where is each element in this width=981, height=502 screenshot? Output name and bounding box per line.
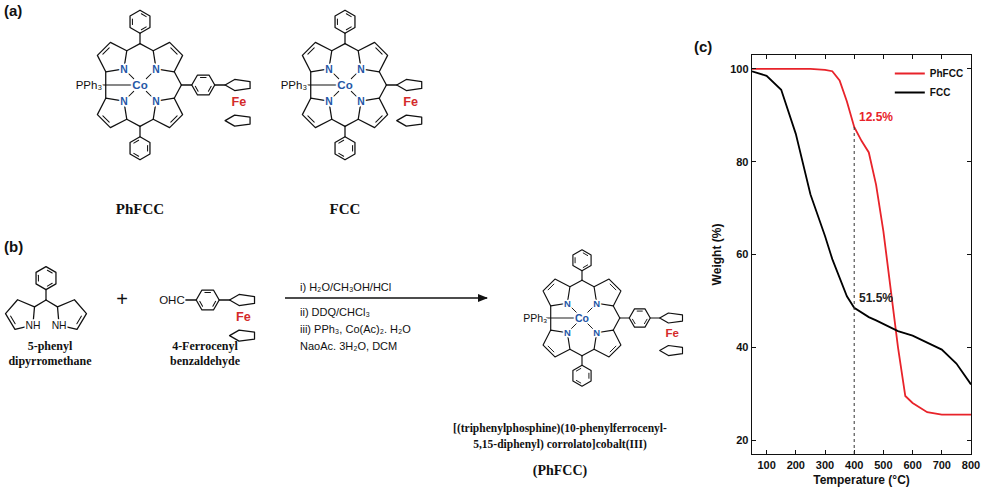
svg-text:Fe: Fe (403, 95, 418, 109)
svg-text:N: N (120, 96, 127, 107)
svg-text:Co: Co (132, 79, 147, 91)
html-text:(c): (c) (694, 38, 713, 55)
svg-text:800: 800 (962, 459, 980, 471)
svg-text:100: 100 (757, 459, 775, 471)
svg-text:4-Ferrocenyl: 4-Ferrocenyl (172, 339, 238, 353)
svg-text:5-phenyl: 5-phenyl (28, 339, 73, 353)
svg-text:Weight (%): Weight (%) (710, 224, 724, 286)
svg-text:200: 200 (787, 459, 805, 471)
svg-text:Co: Co (575, 312, 589, 324)
svg-text:Fe: Fe (232, 95, 247, 109)
svg-text:PhFCC: PhFCC (116, 201, 164, 217)
svg-text:dipyrromethane: dipyrromethane (8, 354, 92, 368)
svg-text:NaoAc. 3H₂O, DCM: NaoAc. 3H₂O, DCM (300, 340, 397, 352)
svg-text:PPh₃: PPh₃ (281, 79, 308, 91)
svg-text:FCC: FCC (330, 201, 361, 217)
svg-text:51.5%: 51.5% (859, 291, 893, 305)
svg-text:20: 20 (736, 434, 748, 446)
svg-text:5,15-diphenyl) corrolato]cobal: 5,15-diphenyl) corrolato]cobalt(III) (473, 438, 647, 451)
svg-text:Fe: Fe (236, 310, 251, 324)
svg-text:40: 40 (736, 341, 748, 353)
svg-text:Fe: Fe (666, 327, 680, 339)
svg-text:500: 500 (874, 459, 892, 471)
svg-text:N: N (325, 96, 332, 107)
svg-text:PPh₃: PPh₃ (76, 79, 103, 91)
svg-text:N: N (593, 298, 600, 309)
svg-text:(b): (b) (4, 238, 23, 255)
svg-text:600: 600 (903, 459, 921, 471)
svg-text:400: 400 (845, 459, 863, 471)
svg-text:benzaldehyde: benzaldehyde (170, 354, 241, 368)
svg-text:PhFCC: PhFCC (930, 68, 963, 79)
svg-text:80: 80 (736, 156, 748, 168)
svg-text:Co: Co (337, 79, 352, 91)
svg-text:(PhFCC): (PhFCC) (533, 463, 588, 479)
svg-text:ii) DDQ/CHCl₃: ii) DDQ/CHCl₃ (300, 306, 370, 318)
svg-text:iii) PPh₃, Co(Ac)₂. H₂O: iii) PPh₃, Co(Ac)₂. H₂O (300, 323, 411, 335)
svg-text:N: N (357, 64, 364, 75)
svg-text:i) H₂O/CH₃OH/HCl: i) H₂O/CH₃OH/HCl (300, 281, 391, 293)
svg-text:N: N (152, 64, 159, 75)
svg-text:(a): (a) (4, 2, 22, 19)
svg-text:+: + (116, 288, 128, 310)
svg-text:NH: NH (52, 320, 67, 331)
svg-text:OHC: OHC (159, 294, 185, 306)
svg-text:N: N (564, 327, 571, 338)
svg-text:Temperature (°C): Temperature (°C) (813, 473, 910, 487)
svg-text:NH: NH (25, 320, 40, 331)
svg-text:N: N (593, 327, 600, 338)
svg-text:PPh₃: PPh₃ (523, 312, 547, 324)
svg-text:300: 300 (816, 459, 834, 471)
svg-text:N: N (120, 64, 127, 75)
svg-text:700: 700 (933, 459, 951, 471)
svg-text:N: N (357, 96, 364, 107)
svg-text:N: N (564, 298, 571, 309)
svg-text:12.5%: 12.5% (859, 110, 893, 124)
svg-text:N: N (152, 96, 159, 107)
svg-text:100: 100 (730, 63, 748, 75)
svg-text:60: 60 (736, 248, 748, 260)
svg-text:FCC: FCC (930, 87, 951, 98)
svg-text:[(triphenylphosphine)(10-pheny: [(triphenylphosphine)(10-phenylferroceny… (453, 422, 667, 435)
svg-text:N: N (325, 64, 332, 75)
